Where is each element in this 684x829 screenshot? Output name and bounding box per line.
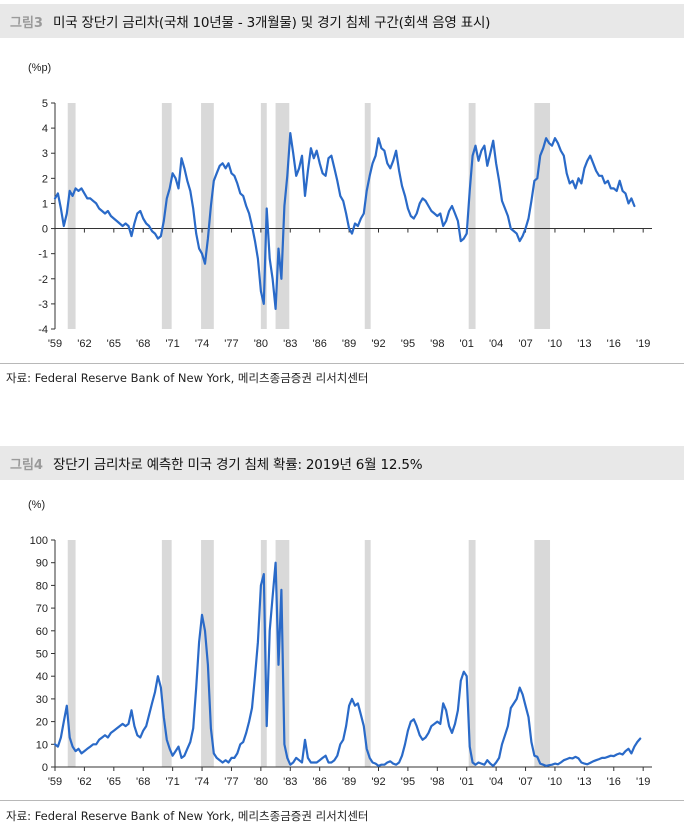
x-tick-label: '10 [548,338,562,350]
figure4-source: 자료: Federal Reserve Bank of New York, 메리… [6,809,369,823]
y-tick-label: 2 [42,173,48,185]
recession-band [161,103,172,329]
y-tick-label: 100 [30,535,48,547]
x-tick-label: '07 [518,776,532,788]
x-tick-label: '92 [371,338,385,350]
recession-band [67,540,76,767]
y-tick-label: 20 [36,717,48,729]
figure4-title: 장단기 금리차로 예측한 미국 경기 침체 확률: 2019년 6월 12.5% [52,457,423,473]
x-tick-label: '74 [195,776,209,788]
x-tick-label: '19 [636,338,650,350]
y-tick-label: -1 [38,249,48,261]
y-tick-label: 0 [42,224,48,236]
figure3-y-unit: (%p) [28,62,52,74]
recession-band [275,103,290,329]
figure3-bottom-rule [0,363,684,364]
recession-band [364,103,371,329]
x-tick-label: '59 [48,338,62,350]
x-tick-label: '80 [254,776,268,788]
figure4-label: 그림4 [10,457,43,473]
x-tick-label: '98 [430,776,444,788]
recession-band [260,103,267,329]
y-tick-label: 70 [36,603,48,615]
y-tick-label: 90 [36,558,48,570]
x-tick-label: '19 [636,776,650,788]
data-series-line [53,132,636,310]
x-tick-label: '04 [489,776,503,788]
x-tick-label: '86 [313,776,327,788]
figure4-title-bar: 그림4 장단기 금리차로 예측한 미국 경기 침체 확률: 2019년 6월 1… [0,446,684,480]
x-tick-label: '01 [460,338,474,350]
recession-band [468,540,476,767]
x-tick-label: '98 [430,338,444,350]
figure3-label: 그림3 [10,15,43,31]
x-tick-label: '71 [165,338,179,350]
recession-band [534,103,551,329]
y-tick-label: 80 [36,580,48,592]
x-tick-label: '95 [401,338,415,350]
y-tick-label: -2 [38,274,48,286]
figure4-chart: 1009080706050403020100'59'62'65'68'71'74… [30,535,652,788]
recession-band [260,540,267,767]
recession-band [364,540,371,767]
data-series-line [53,561,642,767]
recession-band [67,103,76,329]
y-tick-label: 0 [42,762,48,774]
x-tick-label: '65 [107,776,121,788]
x-tick-label: '13 [577,776,591,788]
x-tick-label: '04 [489,338,503,350]
x-tick-label: '13 [577,338,591,350]
figure3-chart: 5 4 3 2 1 0 -1 -2 -3 -4'59 '62 '65 '68 '71 '74 '77 '80 '8… [38,98,652,350]
y-tick-label: -4 [38,324,48,336]
figure4-y-unit: (%) [28,499,46,511]
recession-band [468,103,476,329]
y-tick-label: 40 [36,671,48,683]
x-tick-label: '74 [195,338,209,350]
x-tick-label: '83 [283,776,297,788]
recession-band [201,103,214,329]
x-tick-label: '16 [607,338,621,350]
x-tick-label: '77 [224,776,238,788]
x-tick-label: '95 [401,776,415,788]
x-tick-label: '10 [548,776,562,788]
y-tick-label: 60 [36,626,48,638]
y-tick-label: 3 [42,148,48,160]
y-tick-label: 30 [36,694,48,706]
x-tick-label: '92 [371,776,385,788]
x-tick-label: '89 [342,338,356,350]
x-tick-label: '59 [48,776,62,788]
x-tick-label: '16 [607,776,621,788]
x-tick-label: '80 [254,338,268,350]
x-tick-label: '89 [342,776,356,788]
x-tick-label: '01 [460,776,474,788]
recession-band [534,540,551,767]
x-tick-label: '71 [165,776,179,788]
recession-band [161,540,172,767]
y-tick-label: 1 [42,198,48,210]
x-tick-label: '77 [224,338,238,350]
x-tick-label: '65 [107,338,121,350]
figure4-bottom-rule [0,800,684,801]
figure3-title-bar: 그림3 미국 장단기 금리차(국채 10년물 - 3개월물) 및 경기 침체 구… [0,4,684,38]
x-tick-label: '07 [518,338,532,350]
x-tick-label: '62 [77,338,91,350]
x-tick-label: '68 [136,338,150,350]
y-tick-label: 10 [36,739,48,751]
y-tick-label: -3 [38,299,48,311]
figure3-title: 미국 장단기 금리차(국채 10년물 - 3개월물) 및 경기 침체 구간(회색… [52,15,491,31]
y-tick-label: 50 [36,649,48,661]
figure3-source: 자료: Federal Reserve Bank of New York, 메리… [6,371,369,385]
y-tick-label: 4 [42,123,48,135]
x-tick-label: '86 [313,338,327,350]
x-tick-label: '62 [77,776,91,788]
y-tick-label: 5 [42,98,48,110]
x-tick-label: '83 [283,338,297,350]
x-tick-label: '68 [136,776,150,788]
